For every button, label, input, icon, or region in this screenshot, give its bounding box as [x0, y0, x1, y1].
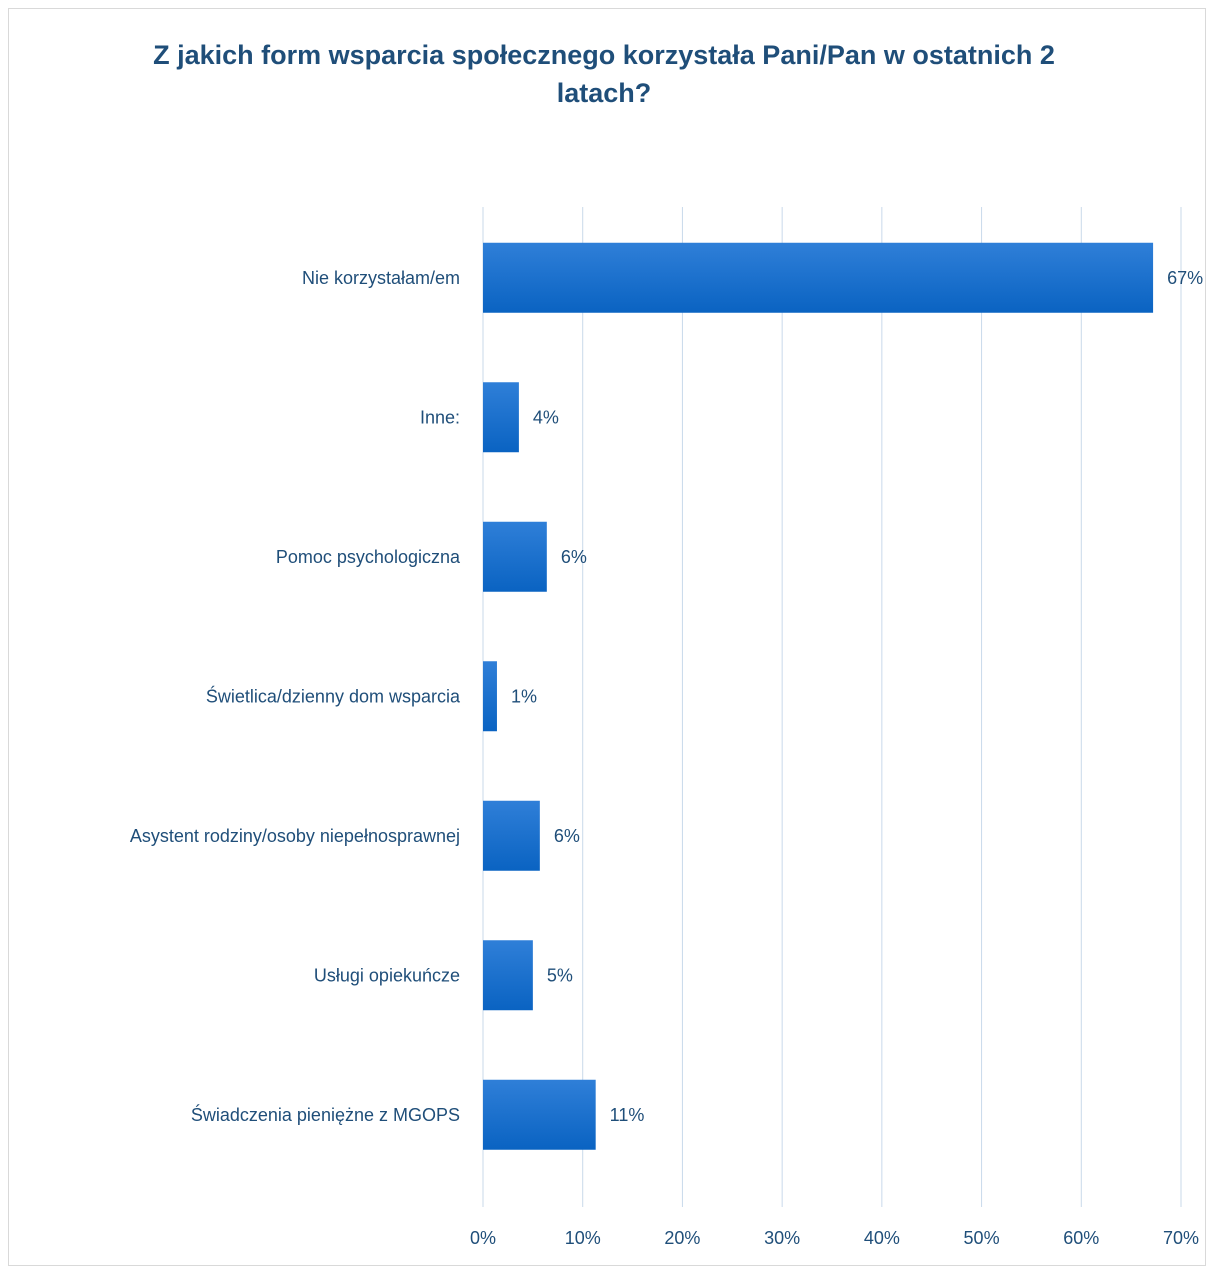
category-label: Świetlica/dzienny dom wsparcia: [206, 685, 461, 706]
bar: [483, 521, 547, 592]
category-label: Pomoc psychologiczna: [276, 547, 461, 567]
data-label: 6%: [554, 826, 580, 846]
x-tick-label: 40%: [864, 1228, 900, 1248]
data-label: 5%: [547, 965, 573, 985]
data-label: 1%: [511, 686, 537, 706]
data-label: 4%: [533, 407, 559, 427]
bar: [483, 242, 1154, 313]
bar: [483, 1079, 596, 1150]
labels: 0% 10% 20% 30% 40% 50% 60% 70% Nie korzystałam/e…: [130, 268, 1203, 1248]
category-label: Asystent rodziny/osoby niepełnosprawnej: [130, 826, 460, 846]
chart-title-line-2: latach?: [556, 78, 652, 108]
bar: [483, 800, 540, 871]
data-label: 11%: [610, 1105, 645, 1125]
category-label: Świadczenia pieniężne z MGOPS: [191, 1104, 460, 1125]
chart-title-line-1: Z jakich form wsparcia społecznego korzy…: [153, 40, 1055, 70]
x-tick-label: 60%: [1063, 1228, 1099, 1248]
bar: [483, 661, 497, 732]
category-label: Usługi opiekuńcze: [314, 965, 460, 985]
x-tick-label: 30%: [764, 1228, 800, 1248]
x-tick-label: 70%: [1163, 1228, 1199, 1248]
data-label: 6%: [561, 547, 587, 567]
bars: [483, 242, 1154, 1150]
category-label: Inne:: [420, 407, 460, 427]
chart-frame: [8, 8, 1206, 1266]
chart-title: Z jakich form wsparcia społecznego korzy…: [0, 36, 1208, 112]
data-label: 67%: [1167, 268, 1203, 288]
bar: [483, 940, 533, 1011]
x-tick-label: 0%: [470, 1228, 496, 1248]
gridlines: [482, 207, 1182, 1207]
x-tick-label: 20%: [664, 1228, 700, 1248]
x-tick-label: 50%: [964, 1228, 1000, 1248]
category-label: Nie korzystałam/em: [302, 268, 460, 288]
bar: [483, 382, 519, 453]
x-tick-label: 10%: [565, 1228, 601, 1248]
